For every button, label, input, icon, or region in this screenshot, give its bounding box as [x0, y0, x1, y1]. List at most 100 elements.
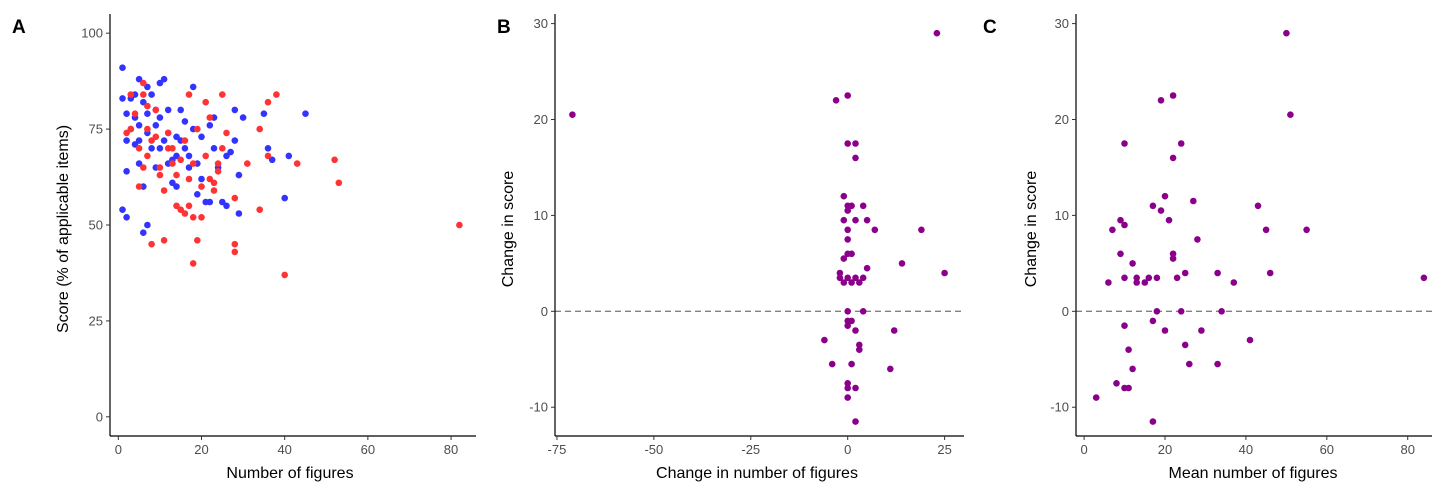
data-point-c: [1153, 274, 1161, 282]
data-point-a: [189, 260, 197, 267]
data-point-b: [840, 216, 848, 224]
data-point-a: [206, 175, 214, 183]
y-tick-label-b: 30: [534, 16, 548, 31]
data-point-c: [1117, 216, 1124, 224]
x-tick-label-b: -75: [548, 442, 567, 457]
data-point-c: [1157, 97, 1165, 104]
data-point-a: [144, 125, 151, 133]
data-point-c: [1125, 384, 1132, 392]
x-tick-label-c: 60: [1320, 442, 1334, 457]
data-point-b: [569, 111, 576, 118]
x-axis-title-c: Mean number of figures: [1169, 465, 1338, 482]
data-point-a: [140, 98, 147, 106]
data-point-a: [177, 206, 184, 213]
data-point-a: [140, 91, 147, 98]
data-point-a: [185, 91, 193, 98]
data-point-a: [135, 122, 143, 129]
data-point-b: [852, 418, 859, 425]
data-point-c: [1181, 341, 1189, 349]
data-point-b: [933, 29, 941, 37]
y-tick-label-a: 50: [89, 218, 103, 233]
data-point-c: [1303, 226, 1310, 234]
y-tick-label-c: -10: [1050, 400, 1069, 415]
data-point-c: [1177, 140, 1185, 147]
data-point-b: [848, 202, 855, 210]
data-point-a: [185, 175, 193, 183]
x-tick-label-a: 0: [115, 442, 122, 457]
data-point-a: [119, 206, 126, 213]
data-point-b: [844, 226, 851, 234]
data-point-a: [131, 110, 139, 117]
data-point-c: [1287, 111, 1294, 118]
data-point-b: [832, 97, 840, 104]
data-point-a: [281, 194, 289, 202]
x-tick-label-b: 25: [937, 442, 951, 457]
data-point-c: [1194, 236, 1201, 243]
x-tick-label-a: 60: [361, 442, 375, 457]
data-point-a: [156, 171, 164, 179]
plot-area-b: -75 -50 -25 0 25 -10 0 10 20 30: [529, 14, 964, 457]
x-tick-label-a: 40: [277, 442, 291, 457]
panel-b: B -75 -50 -25 0 25 -10 0 10 20 30 Change in numbe…: [497, 14, 964, 482]
data-point-b: [890, 327, 898, 334]
data-point-b: [863, 264, 871, 272]
data-point-c: [1420, 274, 1428, 282]
data-point-c: [1149, 418, 1157, 425]
data-point-a: [185, 152, 193, 160]
data-point-a: [160, 75, 168, 83]
data-point-a: [169, 160, 176, 167]
data-point-a: [140, 79, 147, 87]
data-point-a: [160, 137, 168, 144]
data-point-a: [456, 221, 463, 229]
data-point-a: [210, 179, 218, 187]
data-point-b: [840, 192, 848, 200]
data-point-a: [256, 125, 264, 133]
y-tick-label-c: 30: [1055, 16, 1069, 31]
panel-letter-a: A: [12, 17, 26, 38]
data-point-a: [198, 175, 205, 183]
x-tick-label-c: 0: [1080, 442, 1087, 457]
data-point-c: [1169, 154, 1177, 162]
data-point-b: [852, 384, 859, 392]
data-point-a: [173, 202, 180, 210]
y-tick-label-b: 0: [541, 304, 548, 319]
data-point-a: [164, 129, 172, 137]
data-point-c: [1145, 274, 1153, 282]
data-point-a: [231, 248, 239, 256]
data-point-a: [135, 160, 143, 167]
data-point-a: [156, 164, 164, 171]
data-point-c: [1121, 221, 1128, 229]
data-point-c: [1169, 250, 1177, 258]
data-point-b: [887, 365, 894, 373]
x-tick-label-b: 0: [844, 442, 851, 457]
data-point-a: [148, 240, 155, 248]
data-point-a: [214, 160, 222, 167]
data-point-a: [119, 64, 126, 71]
data-point-c: [1169, 255, 1177, 262]
data-point-a: [214, 168, 222, 175]
x-tick-label-c: 20: [1158, 442, 1172, 457]
data-point-b: [859, 202, 867, 210]
data-point-a: [335, 179, 343, 187]
data-point-b: [844, 394, 851, 401]
data-point-b: [852, 327, 859, 334]
data-point-c: [1113, 380, 1120, 387]
data-point-a: [152, 133, 160, 141]
data-point-b: [856, 279, 863, 286]
data-point-a: [206, 122, 214, 129]
data-point-a: [189, 214, 197, 221]
data-point-b: [836, 269, 844, 277]
data-point-a: [194, 237, 201, 244]
x-axis-title-b: Change in number of figures: [656, 465, 858, 482]
x-tick-label-a: 80: [444, 442, 458, 457]
data-point-a: [219, 91, 226, 98]
data-point-a: [198, 133, 205, 141]
data-point-a: [219, 145, 226, 152]
data-point-c: [1105, 279, 1112, 286]
data-point-a: [123, 137, 130, 144]
data-point-a: [148, 91, 155, 98]
data-point-a: [156, 145, 164, 152]
data-point-a: [331, 156, 338, 164]
data-point-a: [148, 137, 155, 144]
data-point-b: [918, 226, 925, 234]
